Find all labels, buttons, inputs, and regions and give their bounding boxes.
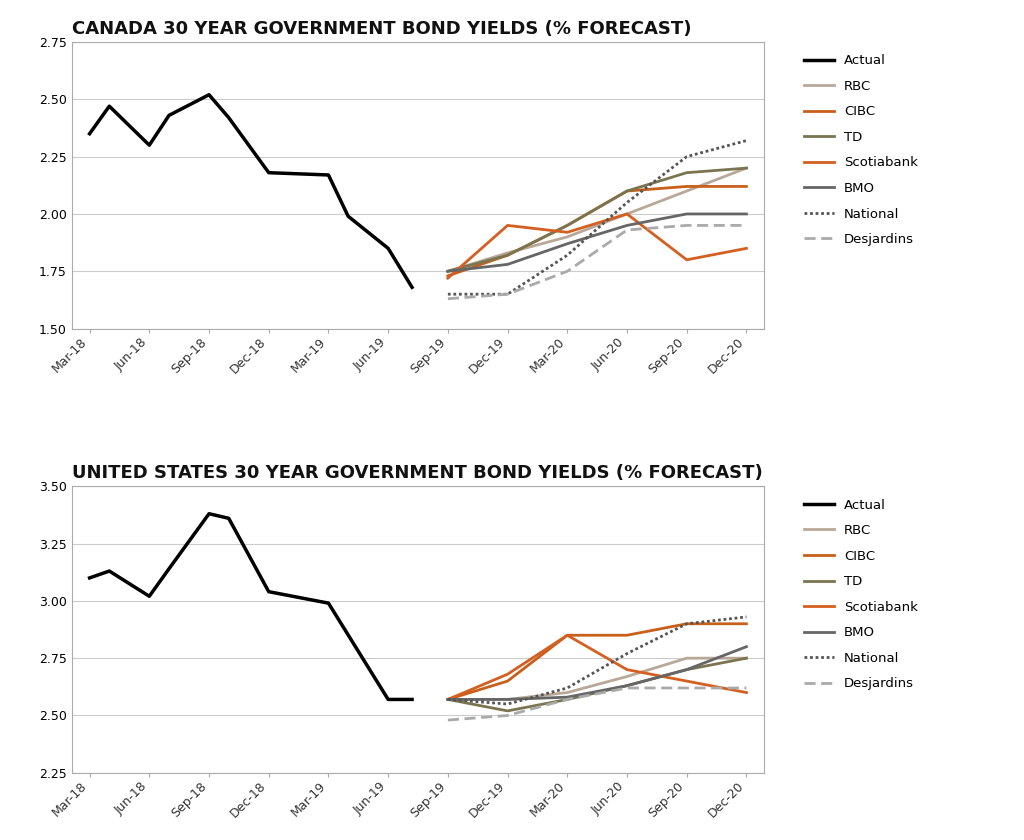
Text: UNITED STATES 30 YEAR GOVERNMENT BOND YIELDS (% FORECAST): UNITED STATES 30 YEAR GOVERNMENT BOND YI… bbox=[72, 464, 763, 482]
Text: CANADA 30 YEAR GOVERNMENT BOND YIELDS (% FORECAST): CANADA 30 YEAR GOVERNMENT BOND YIELDS (%… bbox=[72, 19, 691, 38]
Legend: Actual, RBC, CIBC, TD, Scotiabank, BMO, National, Desjardins: Actual, RBC, CIBC, TD, Scotiabank, BMO, … bbox=[805, 55, 918, 246]
Legend: Actual, RBC, CIBC, TD, Scotiabank, BMO, National, Desjardins: Actual, RBC, CIBC, TD, Scotiabank, BMO, … bbox=[805, 499, 918, 690]
